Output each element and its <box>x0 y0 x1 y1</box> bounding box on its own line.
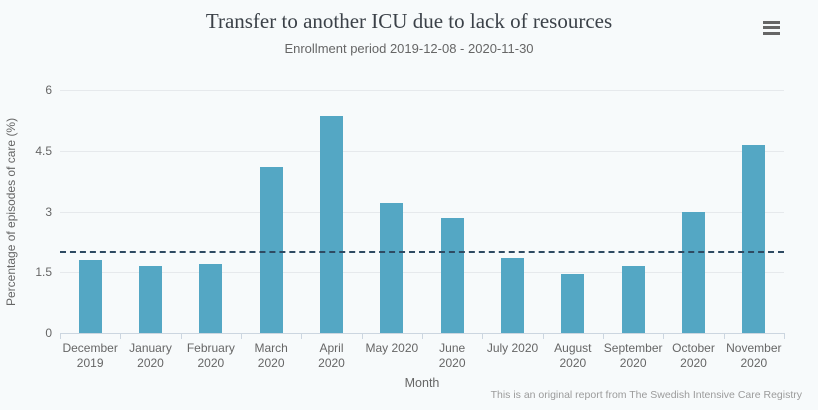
y-tick-label: 4.5 <box>35 143 52 158</box>
x-axis-tick <box>301 333 303 339</box>
x-category-label: January 2020 <box>129 341 172 370</box>
x-axis-tick <box>663 333 665 339</box>
x-axis-tick <box>784 333 785 339</box>
x-axis-tick <box>241 333 242 339</box>
bar[interactable] <box>742 144 766 333</box>
hamburger-menu-icon[interactable] <box>758 16 786 42</box>
x-category-label: September 2020 <box>603 341 663 370</box>
y-gridline <box>60 272 784 274</box>
bar[interactable] <box>199 264 223 333</box>
x-axis-tick <box>60 333 61 339</box>
x-axis-tick <box>422 333 423 339</box>
y-gridline <box>60 90 784 91</box>
bar[interactable] <box>320 116 343 333</box>
chart-title: Transfer to another ICU due to lack of r… <box>205 9 613 33</box>
x-axis-tick <box>482 333 484 339</box>
bar[interactable] <box>440 217 464 333</box>
hamburger-line <box>763 20 780 24</box>
bar[interactable] <box>501 258 524 333</box>
x-axis-tick <box>120 333 122 339</box>
bar[interactable] <box>139 266 162 333</box>
y-tick-label: 0 <box>45 326 52 340</box>
x-category-label: October 2020 <box>672 341 715 370</box>
x-category-label: February 2020 <box>186 341 235 370</box>
x-axis-tick <box>723 333 725 339</box>
x-category-label: November 2020 <box>726 341 782 370</box>
y-tick-label: 3 <box>45 204 52 219</box>
bar[interactable] <box>259 166 283 333</box>
x-axis-tick <box>180 333 182 339</box>
y-tick-label: 6 <box>45 83 52 97</box>
x-category-label: August 2020 <box>554 341 592 370</box>
bar[interactable] <box>561 274 585 333</box>
hamburger-line <box>763 26 780 30</box>
credits-text: This is an original report from The Swed… <box>490 389 802 401</box>
bar[interactable] <box>78 260 102 333</box>
chart-subtitle: Enrollment period 2019-12-08 - 2020-11-3… <box>284 41 534 56</box>
hamburger-line <box>763 31 780 35</box>
x-axis-title: Month <box>404 376 440 390</box>
x-category-label: April 2020 <box>318 341 345 370</box>
y-gridline <box>60 211 784 213</box>
x-axis-tick <box>542 333 544 339</box>
bar[interactable] <box>380 203 404 333</box>
y-gridline <box>60 150 784 152</box>
reference-line <box>60 251 784 253</box>
bar[interactable] <box>682 211 705 333</box>
x-category-label: July 2020 <box>486 341 539 355</box>
y-tick-label: 1.5 <box>35 265 52 280</box>
x-category-label: May 2020 <box>365 341 419 355</box>
bar[interactable] <box>621 266 645 333</box>
x-axis-tick <box>603 333 604 339</box>
x-category-label: December 2019 <box>62 341 118 370</box>
x-axis-tick <box>361 333 363 339</box>
x-category-label: March 2020 <box>254 341 288 370</box>
x-category-label: June 2020 <box>438 341 466 370</box>
